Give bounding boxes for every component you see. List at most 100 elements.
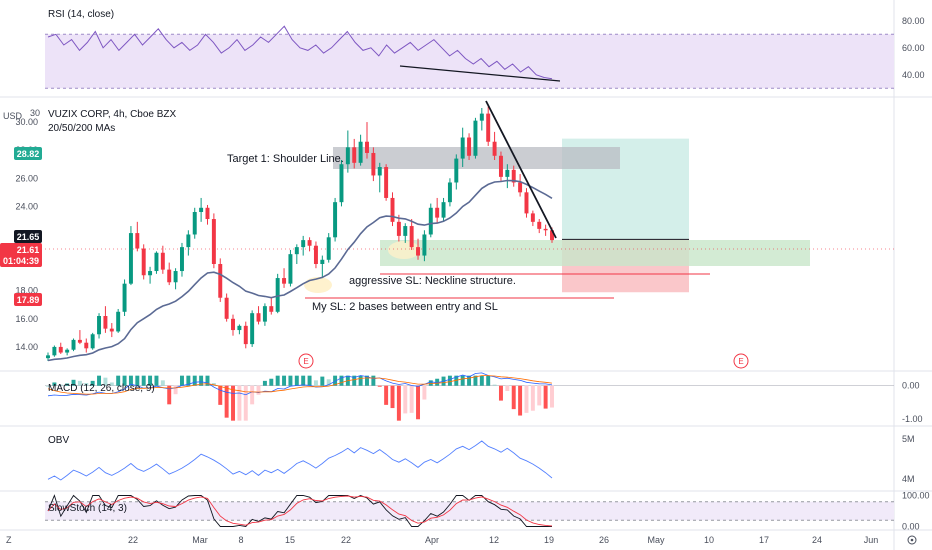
candle[interactable]: [288, 249, 293, 287]
earnings-marker-2[interactable]: E: [733, 353, 749, 369]
obv-pane[interactable]: OBV 5M 4M: [47, 434, 915, 484]
candle[interactable]: [435, 197, 440, 224]
candle[interactable]: [333, 197, 338, 242]
candle[interactable]: [52, 345, 57, 357]
candle[interactable]: [486, 106, 491, 146]
candle[interactable]: [173, 268, 178, 290]
candle[interactable]: [199, 197, 204, 222]
candle[interactable]: [345, 130, 350, 173]
candle[interactable]: [467, 133, 472, 160]
candle[interactable]: [167, 262, 172, 286]
candle[interactable]: [186, 230, 191, 256]
neckline-zone[interactable]: [380, 240, 810, 266]
candle[interactable]: [511, 165, 516, 187]
candle[interactable]: [103, 306, 108, 333]
candle[interactable]: [530, 210, 535, 227]
candle[interactable]: [498, 151, 503, 182]
candle[interactable]: [422, 230, 427, 262]
candle[interactable]: [218, 258, 223, 302]
candle[interactable]: [537, 219, 542, 234]
candle[interactable]: [524, 188, 529, 218]
candle[interactable]: [396, 214, 401, 242]
candle[interactable]: [154, 251, 159, 274]
earnings-marker-1[interactable]: E: [298, 353, 314, 369]
candle[interactable]: [269, 297, 274, 315]
candle[interactable]: [58, 342, 63, 354]
candles[interactable]: [46, 106, 554, 361]
annotation-aggressive-sl[interactable]: aggressive SL: Neckline structure.: [349, 275, 516, 287]
candle[interactable]: [116, 308, 121, 333]
candle[interactable]: [243, 321, 248, 349]
shoulder-zone[interactable]: [333, 147, 620, 169]
candle[interactable]: [262, 303, 267, 326]
candle[interactable]: [237, 324, 242, 335]
macd-pane[interactable]: MACD (12, 26, close, 9) 0.00 -1.00: [45, 372, 923, 424]
candle[interactable]: [192, 207, 197, 239]
candle[interactable]: [128, 226, 133, 286]
candle[interactable]: [454, 154, 459, 190]
candle[interactable]: [313, 241, 318, 269]
candle[interactable]: [46, 352, 50, 361]
candle[interactable]: [339, 160, 344, 207]
candle[interactable]: [403, 223, 408, 243]
candle[interactable]: [441, 197, 446, 222]
candle[interactable]: [479, 108, 484, 131]
candle[interactable]: [320, 255, 325, 279]
candle[interactable]: [371, 147, 376, 182]
candle[interactable]: [518, 174, 523, 197]
candle[interactable]: [384, 164, 389, 201]
candle[interactable]: [358, 134, 363, 166]
candle[interactable]: [205, 204, 210, 225]
candle[interactable]: [377, 162, 382, 193]
candle[interactable]: [294, 244, 299, 264]
candle[interactable]: [84, 338, 89, 353]
candle[interactable]: [122, 279, 127, 316]
candle[interactable]: [301, 235, 306, 256]
rsi-line: [47, 25, 553, 80]
candle[interactable]: [160, 245, 165, 274]
candle[interactable]: [90, 332, 95, 350]
candle[interactable]: [352, 138, 357, 169]
candle[interactable]: [543, 224, 548, 236]
macd-bar: [301, 375, 306, 386]
candle[interactable]: [250, 310, 255, 347]
annotation-target[interactable]: Target 1: Shoulder Line.: [227, 153, 344, 165]
candle[interactable]: [390, 192, 395, 227]
candle[interactable]: [428, 203, 433, 238]
candle[interactable]: [473, 117, 478, 159]
annotation-my-sl[interactable]: My SL: 2 bases between entry and SL: [312, 301, 498, 313]
candle[interactable]: [409, 219, 414, 250]
settings-icon[interactable]: [907, 535, 917, 545]
candle[interactable]: [141, 244, 146, 280]
candle[interactable]: [256, 306, 261, 325]
price-pane[interactable]: Target 1: Shoulder Line. aggressive SL: …: [0, 100, 894, 369]
downtrend-line[interactable]: [485, 100, 557, 239]
candle[interactable]: [492, 131, 497, 160]
candle[interactable]: [65, 348, 70, 356]
rsi-pane[interactable]: RSI (14, close) 80.00 60.00 40.00: [45, 9, 925, 89]
candle[interactable]: [460, 127, 465, 168]
candle[interactable]: [109, 323, 114, 338]
candle-body: [237, 325, 242, 331]
candle[interactable]: [179, 242, 184, 277]
candle[interactable]: [307, 237, 312, 252]
candle[interactable]: [326, 233, 331, 263]
candle[interactable]: [282, 268, 287, 288]
candle[interactable]: [97, 313, 102, 339]
candle[interactable]: [365, 122, 369, 159]
candle[interactable]: [224, 293, 229, 322]
candle[interactable]: [135, 221, 140, 252]
candle[interactable]: [275, 273, 280, 314]
candle[interactable]: [447, 178, 452, 207]
candle[interactable]: [148, 266, 153, 284]
candle[interactable]: [416, 238, 421, 260]
time-axis[interactable]: Z 22 Mar 8 15 22 Apr 12 19 26 May 10 17 24 Jun: [6, 535, 917, 545]
candle[interactable]: [211, 213, 216, 269]
candle[interactable]: [505, 164, 510, 189]
candle[interactable]: [77, 330, 82, 345]
stoch-pane[interactable]: SlowStoch (14, 3) 100.00 0.00: [45, 491, 930, 532]
candle[interactable]: [71, 338, 76, 352]
candle[interactable]: [231, 314, 235, 336]
rsi-divergence-line[interactable]: [399, 65, 561, 82]
